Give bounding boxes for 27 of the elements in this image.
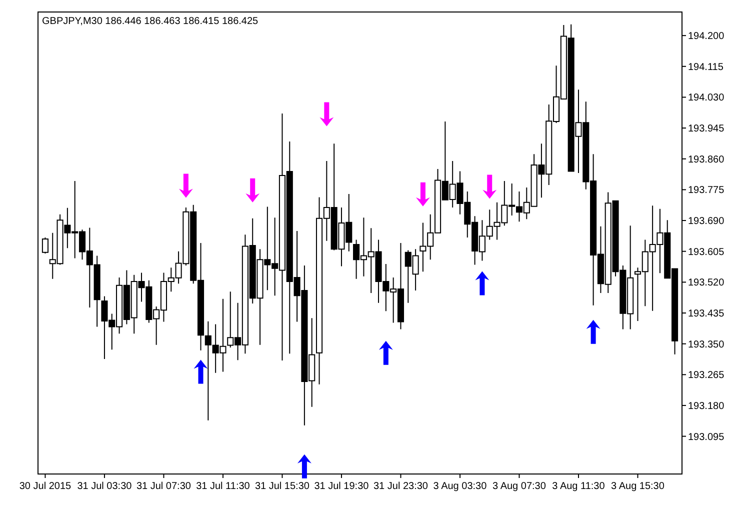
x-tick-label: 31 Jul 11:30 — [196, 481, 250, 492]
y-tick-label: 193.945 — [688, 124, 725, 135]
y-tick-label: 193.095 — [688, 432, 725, 443]
candlestick — [42, 237, 48, 254]
y-tick-label: 193.265 — [688, 370, 725, 382]
y-tick-label: 193.605 — [688, 246, 725, 258]
y-tick-label: 193.775 — [688, 185, 725, 196]
y-tick-label: 193.860 — [688, 154, 725, 166]
y-tick-label: 193.350 — [688, 339, 725, 350]
x-tick-label: 30 Jul 2015 — [19, 481, 72, 492]
chart-title: GBPJPY,M30 186.446 186.463 186.415 186.425 — [42, 16, 259, 27]
y-tick-label: 193.180 — [688, 400, 725, 412]
x-tick-label: 3 Aug 15:30 — [611, 481, 665, 492]
x-tick-label: 3 Aug 11:30 — [552, 481, 606, 492]
x-tick-label: 31 Jul 19:30 — [314, 481, 370, 492]
y-tick-label: 193.435 — [688, 308, 725, 320]
x-tick-label: 31 Jul 15:30 — [254, 481, 310, 492]
y-tick-label: 193.690 — [688, 216, 725, 228]
y-tick-label: 194.030 — [688, 92, 725, 104]
y-tick-label: 194.115 — [688, 62, 724, 73]
x-tick-label: 3 Aug 03:30 — [433, 481, 488, 492]
y-tick-label: 194.200 — [688, 31, 725, 42]
x-tick-label: 31 Jul 07:30 — [136, 481, 192, 492]
y-tick-label: 193.520 — [688, 278, 725, 289]
x-tick-label: 31 Jul 23:30 — [373, 481, 428, 492]
x-tick-label: 3 Aug 07:30 — [492, 481, 546, 492]
x-tick-label: 31 Jul 03:30 — [77, 481, 132, 492]
